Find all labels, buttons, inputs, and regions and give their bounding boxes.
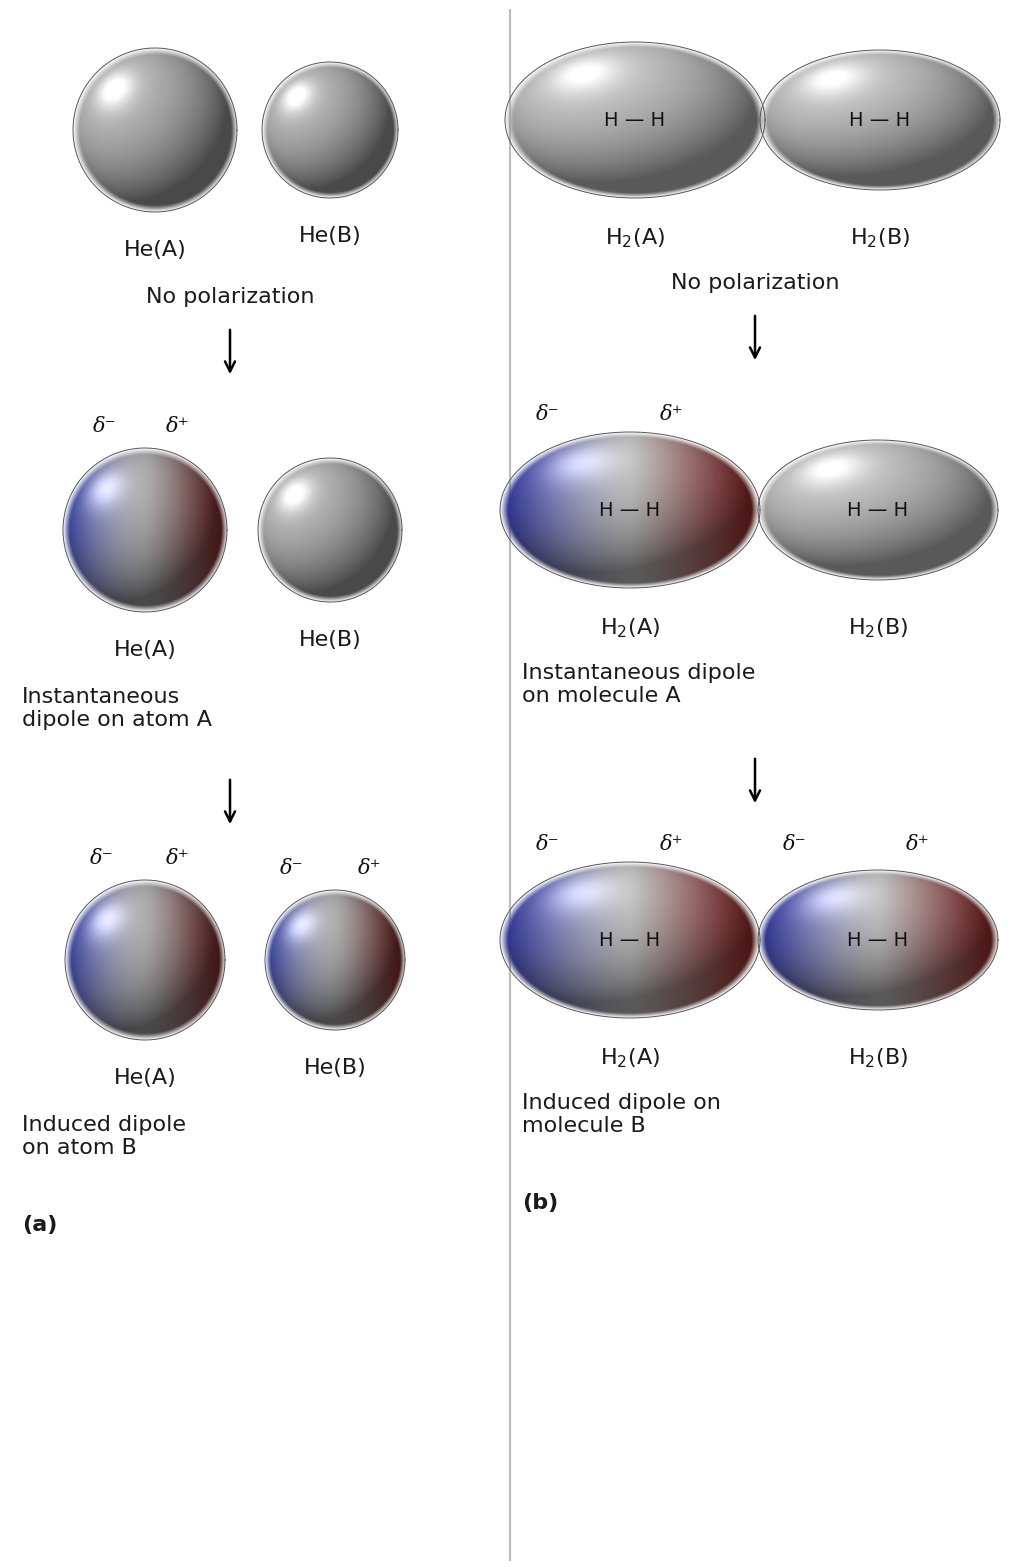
Text: No polarization: No polarization [146,287,314,307]
Text: Induced dipole
on atom B: Induced dipole on atom B [22,1116,186,1158]
Text: (b): (b) [522,1192,558,1213]
Text: δ⁻: δ⁻ [90,848,113,868]
Text: He(A): He(A) [113,1069,177,1087]
Text: He(B): He(B) [298,630,361,650]
Text: δ⁺: δ⁺ [661,404,684,423]
Text: H — H: H — H [847,500,909,520]
Text: Instantaneous
dipole on atom A: Instantaneous dipole on atom A [22,686,212,730]
Text: He(A): He(A) [113,639,177,660]
Text: δ⁻: δ⁻ [536,835,560,854]
Text: H — H: H — H [599,500,661,520]
Text: No polarization: No polarization [671,273,839,293]
Text: δ⁻: δ⁻ [536,404,560,423]
Text: δ⁺: δ⁺ [907,835,930,854]
Text: δ⁻: δ⁻ [783,835,807,854]
Text: δ⁻: δ⁻ [280,859,304,878]
Text: H$_2$(B): H$_2$(B) [847,1047,908,1070]
Text: δ⁺: δ⁺ [166,848,190,868]
Text: Instantaneous dipole
on molecule A: Instantaneous dipole on molecule A [522,663,756,707]
Text: δ⁺: δ⁺ [358,859,382,878]
Text: He(B): He(B) [298,226,361,246]
Text: H — H: H — H [599,931,661,950]
Text: He(A): He(A) [124,240,187,260]
Text: He(B): He(B) [303,1058,367,1078]
Text: H$_2$(B): H$_2$(B) [849,226,910,249]
Text: H — H: H — H [847,931,909,950]
Text: H — H: H — H [849,111,911,130]
Text: H$_2$(A): H$_2$(A) [600,616,660,639]
Text: δ⁺: δ⁺ [166,417,190,436]
Text: H$_2$(A): H$_2$(A) [600,1047,660,1070]
Text: δ⁺: δ⁺ [661,835,684,854]
Text: (a): (a) [22,1214,57,1235]
Text: H — H: H — H [604,111,666,130]
Text: Induced dipole on
molecule B: Induced dipole on molecule B [522,1094,721,1136]
Text: H$_2$(B): H$_2$(B) [847,616,908,639]
Text: H$_2$(A): H$_2$(A) [605,226,665,249]
Text: δ⁻: δ⁻ [93,417,116,436]
